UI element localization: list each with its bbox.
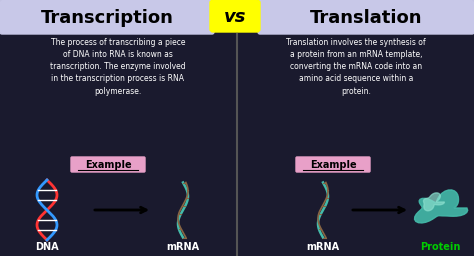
Polygon shape bbox=[415, 190, 468, 223]
FancyBboxPatch shape bbox=[258, 0, 474, 34]
Text: DNA: DNA bbox=[35, 242, 59, 252]
Text: Translation involves the synthesis of
a protein from an mRNA template,
convertin: Translation involves the synthesis of a … bbox=[286, 38, 426, 95]
FancyBboxPatch shape bbox=[71, 157, 145, 172]
Text: Transcription: Transcription bbox=[41, 9, 173, 27]
FancyBboxPatch shape bbox=[0, 0, 214, 34]
Text: mRNA: mRNA bbox=[166, 242, 200, 252]
Text: The process of transcribing a piece
of DNA into RNA is known as
transcription. T: The process of transcribing a piece of D… bbox=[50, 38, 186, 95]
Text: Example: Example bbox=[85, 160, 131, 170]
Polygon shape bbox=[423, 193, 445, 211]
FancyBboxPatch shape bbox=[210, 0, 260, 32]
Text: Translation: Translation bbox=[310, 9, 422, 27]
Text: Protein: Protein bbox=[420, 242, 460, 252]
Text: Example: Example bbox=[310, 160, 356, 170]
FancyBboxPatch shape bbox=[296, 157, 370, 172]
Text: mRNA: mRNA bbox=[306, 242, 339, 252]
Text: vs: vs bbox=[224, 8, 246, 26]
